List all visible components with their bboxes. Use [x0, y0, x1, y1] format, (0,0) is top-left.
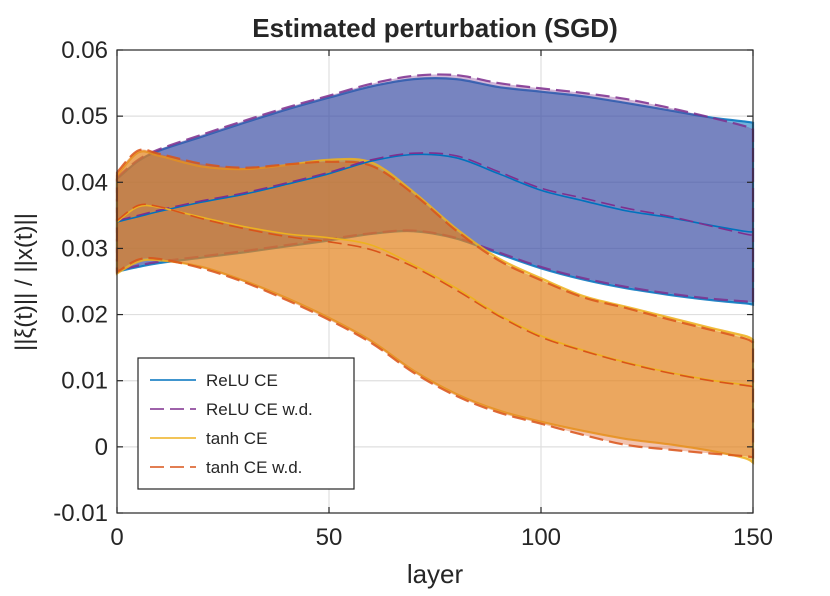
x-axis-label: layer: [407, 559, 464, 589]
y-tick-label: 0.02: [61, 302, 108, 329]
legend-label: tanh CE w.d.: [206, 458, 302, 477]
line-layer: [116, 152, 754, 388]
x-tick-label: 100: [521, 524, 561, 551]
y-tick-label: 0.06: [61, 37, 108, 64]
y-tick-label: 0.04: [61, 169, 108, 196]
y-tick-label: 0: [95, 434, 108, 461]
x-tick-label: 150: [733, 524, 773, 551]
legend-label: ReLU CE: [206, 371, 278, 390]
y-axis-label: ||ξ(t)|| / ||x(t)||: [11, 213, 38, 351]
plot-frame: [116, 49, 754, 514]
legend-label: tanh CE: [206, 429, 267, 448]
y-tick-label: -0.01: [53, 500, 108, 527]
line-relu-ce: [116, 153, 754, 233]
y-tick-label: 0.01: [61, 368, 108, 395]
x-tick-label: 50: [316, 524, 343, 551]
y-tick-label: 0.05: [61, 103, 108, 130]
x-tick-label: 0: [110, 524, 123, 551]
band-layer: [115, 73, 755, 465]
chart-title: Estimated perturbation (SGD): [252, 13, 617, 43]
legend-label: ReLU CE w.d.: [206, 400, 313, 419]
legend: ReLU CE ReLU CE w.d. tanh CE tanh CE w.d.: [137, 357, 355, 490]
y-tick-label: 0.03: [61, 235, 108, 262]
line-relu-ce-w-d-: [116, 152, 754, 236]
line-tanh-ce-w-d-: [116, 203, 754, 388]
